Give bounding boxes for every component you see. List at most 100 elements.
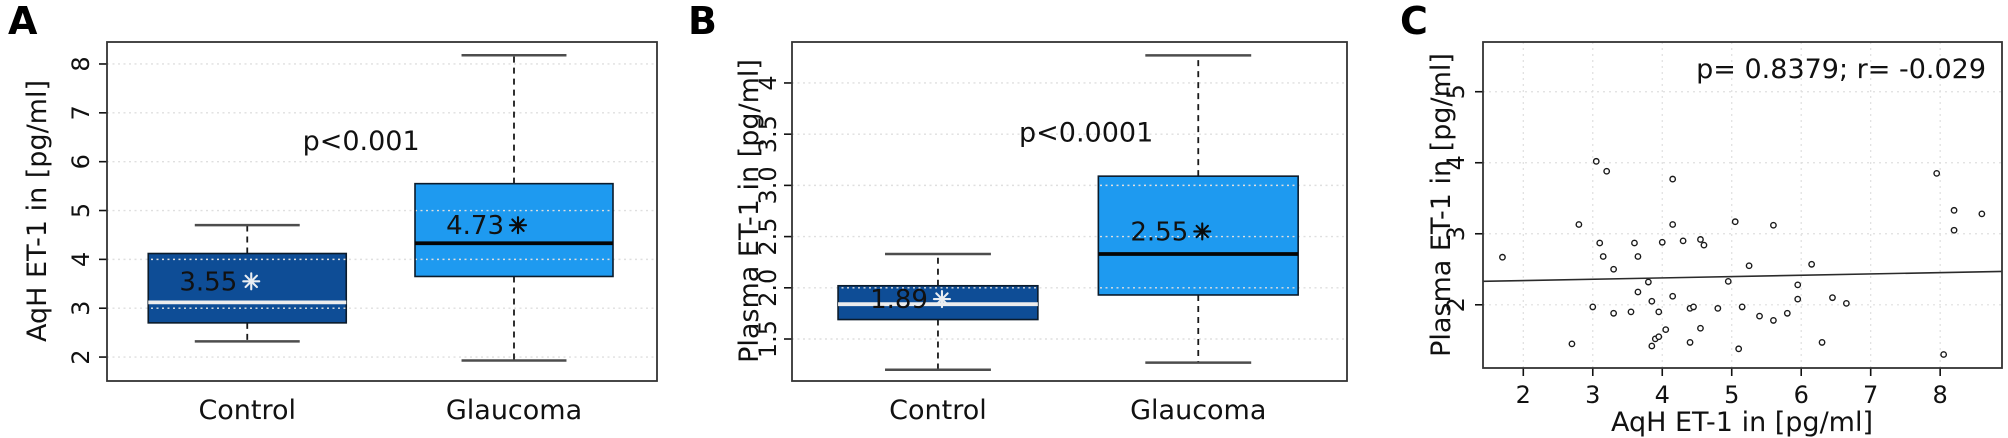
x-tick-label: 6	[1794, 381, 1809, 409]
mean-marker-spoke	[1195, 224, 1209, 239]
scatter-point	[1842, 299, 1850, 307]
grid	[107, 63, 657, 358]
plot-border	[106, 41, 658, 382]
scatter-point	[1655, 308, 1663, 316]
scatter-point	[1756, 312, 1763, 320]
panel-c-letter: C	[1400, 0, 1428, 43]
y-tick-label: 3.0	[754, 166, 782, 204]
scatter-point	[1634, 253, 1642, 260]
plot-area	[1483, 42, 2002, 368]
y-tick-label: 3	[67, 301, 95, 316]
scatter-point	[1644, 278, 1652, 286]
mean-value-label: 3.55	[179, 267, 237, 297]
scatter-point	[1745, 262, 1753, 270]
scatter-point	[1575, 221, 1583, 228]
y-tick-label: 4	[754, 75, 782, 90]
box-fill-control	[148, 253, 347, 323]
scatter-point	[1690, 303, 1697, 311]
scatter-point	[1700, 241, 1708, 249]
scatter-point	[1686, 339, 1694, 346]
axes: 2 3 4 5 2 3 4 5 6 7 8	[1442, 84, 1948, 409]
scatter-point	[1596, 239, 1604, 247]
scatter-point	[1634, 288, 1642, 296]
scatter-point	[1783, 309, 1791, 317]
scatter-point	[1568, 340, 1576, 348]
x-axis-title: AqH ET-1 in [pg/ml]	[1611, 407, 1873, 438]
panel-c: 2 3 4 5 2 3 4 5 6 7 8 Plasma ET-1 in [pg/ml] AqH ET-…	[1426, 41, 2003, 438]
y-tick-label: 5	[1442, 84, 1470, 99]
scatter-point	[1648, 297, 1656, 305]
scatter-point	[1655, 333, 1663, 341]
mean-marker-asterisk-icon	[932, 290, 952, 309]
y-axis-title: AqH ET-1 in [pg/ml]	[22, 80, 53, 342]
category-label-glaucoma: Glaucoma	[1130, 395, 1266, 426]
scatter-point	[1669, 175, 1677, 183]
scatter-point	[1610, 265, 1618, 273]
scatter-point	[1697, 236, 1704, 243]
boxplot-glaucoma: 2.55	[1097, 54, 1299, 364]
mean-value-label: 2.55	[1130, 217, 1188, 247]
scatter-point	[1794, 281, 1802, 289]
mean-marker-asterisk-icon	[242, 272, 261, 291]
scatter-point	[1724, 277, 1732, 285]
scatter-point	[1669, 292, 1677, 300]
mean-value-label: 1.89	[870, 285, 928, 315]
scatter-point	[1603, 167, 1611, 175]
scatter-point	[1794, 295, 1802, 303]
y-axis-title: Plasma ET-1 in [pg/ml]	[1426, 53, 1457, 357]
y-axis: 2 3 4 5 6 7 8	[67, 56, 107, 365]
correlation-annotation: p= 0.8379; r= -0.029	[1696, 54, 1986, 85]
y-tick-label: 8	[67, 56, 95, 71]
y-axis: 1.5 2.0 2.5 3.0 3.5 4	[754, 75, 792, 358]
x-tick-label: 7	[1863, 381, 1878, 409]
scatter-point	[1627, 308, 1635, 316]
scatter-point	[1950, 226, 1958, 234]
y-tick-label: 5	[67, 203, 95, 218]
scatter-point	[1940, 351, 1948, 358]
mean-marker-spoke	[935, 292, 949, 306]
boxplot-control: 3.55	[147, 223, 348, 343]
scatter-point	[1818, 339, 1826, 346]
panel-b-letter: B	[688, 0, 717, 43]
y-tick-label: 7	[67, 105, 95, 120]
scatter-point	[1731, 218, 1739, 226]
y-tick-label: 2	[67, 349, 95, 364]
scatter-point	[1499, 253, 1506, 261]
panel-a: 3.55 4.73 2 3 4 5 6 7 8 AqH ET-1 in [pg/ml] p<0.00…	[22, 41, 658, 426]
scatter-point	[1697, 324, 1704, 332]
scatter-point	[1770, 221, 1777, 229]
scatter-point	[1631, 239, 1638, 247]
box-outline	[1097, 175, 1299, 296]
category-label-control: Control	[198, 395, 296, 426]
scatter-point	[1669, 221, 1677, 228]
mean-value-label: 4.73	[446, 211, 504, 241]
category-label-control: Control	[889, 395, 987, 426]
y-tick-label: 2.5	[754, 218, 782, 256]
mean-marker-asterisk-icon	[1193, 222, 1212, 241]
scatter-point	[1770, 317, 1777, 324]
x-tick-label: 2	[1516, 381, 1531, 409]
scatter-point	[1679, 237, 1687, 245]
y-tick-label: 2	[1442, 297, 1470, 312]
boxplot-control: 1.89	[837, 252, 1039, 371]
y-tick-label: 6	[67, 154, 95, 169]
plot-border	[1482, 41, 2003, 369]
scatter-points	[1499, 157, 1986, 358]
scatter-point	[1933, 169, 1941, 177]
grid	[792, 82, 1347, 340]
panel-a-letter: A	[8, 0, 38, 43]
scatter-point	[1978, 210, 1986, 218]
y-tick-label: 4	[1442, 155, 1470, 170]
scatter-point	[1658, 238, 1666, 246]
x-tick-label: 4	[1655, 381, 1670, 409]
scatter-point	[1589, 303, 1597, 311]
y-axis-title: Plasma ET-1 in [pg/ml]	[734, 59, 765, 363]
mean-marker-asterisk-icon	[508, 216, 528, 235]
y-tick-label: 3.5	[754, 115, 782, 153]
mean-marker-spoke	[511, 218, 525, 232]
scatter-point	[1808, 260, 1816, 268]
scatter-point	[1662, 326, 1670, 334]
scatter-point	[1714, 304, 1722, 312]
